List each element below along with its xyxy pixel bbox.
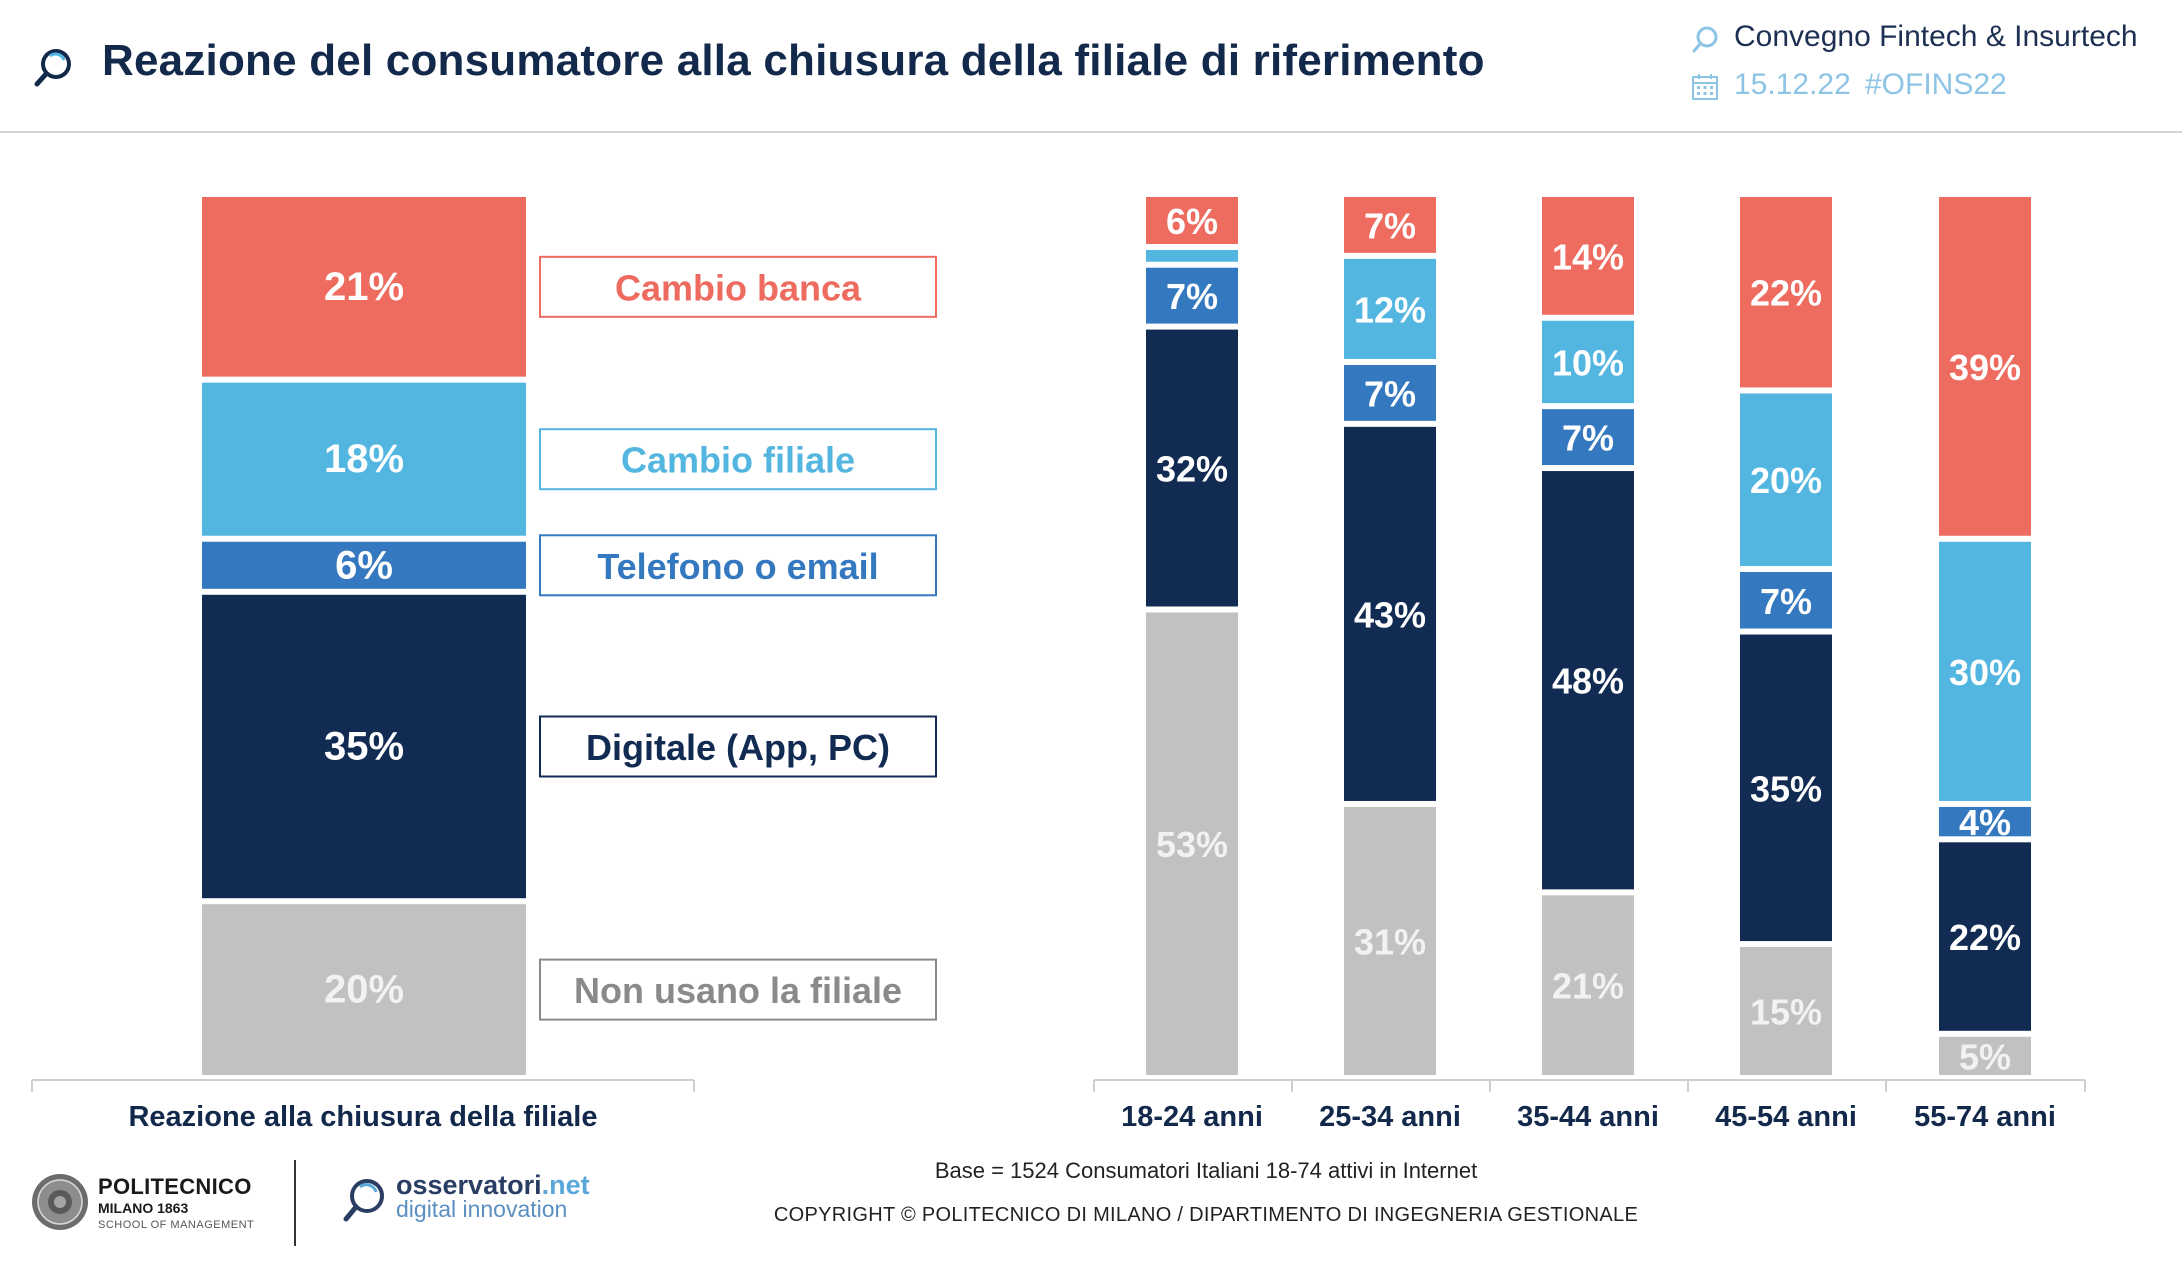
bar-55-74-anni-digitale-app-pc bbox=[1939, 842, 2031, 1031]
bar-45-54-anni-digitale-app-pc bbox=[1740, 634, 1832, 942]
bar-18-24-anni-digitale-app-pc bbox=[1146, 329, 1238, 607]
label-55-74-anni-telefono-o-email: 4% bbox=[1959, 802, 2011, 843]
label-55-74-anni-cambio-banca: 39% bbox=[1949, 347, 2021, 388]
bar-55-74-anni-non-usano-la-filiale bbox=[1939, 1036, 2031, 1075]
bar-18-24-anni-non-usano-la-filiale bbox=[1146, 612, 1238, 1075]
event-date: 15.12.22 bbox=[1734, 68, 1851, 101]
event-hashtag: #OFINS22 bbox=[1865, 68, 2007, 101]
label-25-34-anni-telefono-o-email: 7% bbox=[1364, 373, 1416, 414]
label-35-44-anni-cambio-filiale: 10% bbox=[1552, 342, 1624, 383]
osservatori-name-net: .net bbox=[541, 1170, 590, 1200]
osservatori-name-main: osservatori bbox=[396, 1170, 542, 1200]
bar-45-54-anni-cambio-filiale bbox=[1740, 393, 1832, 567]
label-55-74-anni-digitale-app-pc: 22% bbox=[1949, 917, 2021, 958]
footer-divider bbox=[294, 1160, 296, 1246]
bar-overall-cambio-filiale bbox=[202, 382, 526, 536]
bar-25-34-anni-non-usano-la-filiale bbox=[1344, 806, 1436, 1075]
label-overall-non-usano-la-filiale: 20% bbox=[324, 968, 404, 1012]
bar-overall-non-usano-la-filiale bbox=[202, 904, 526, 1075]
xtick-45-54-anni: 45-54 anni bbox=[1715, 1101, 1857, 1133]
label-35-44-anni-telefono-o-email: 7% bbox=[1562, 418, 1614, 459]
bar-35-44-anni-telefono-o-email bbox=[1542, 409, 1634, 466]
label-45-54-anni-non-usano-la-filiale: 15% bbox=[1750, 992, 1822, 1033]
event-name: Convegno Fintech & Insurtech bbox=[1734, 20, 2138, 53]
bar-25-34-anni-cambio-banca bbox=[1344, 197, 1436, 253]
osservatori-name: osservatori.net bbox=[396, 1170, 590, 1201]
bar-25-34-anni-cambio-filiale bbox=[1344, 258, 1436, 359]
label-25-34-anni-digitale-app-pc: 43% bbox=[1354, 594, 1426, 635]
legend-box-cambio-filiale bbox=[539, 428, 937, 491]
label-25-34-anni-cambio-banca: 7% bbox=[1364, 205, 1416, 246]
bar-55-74-anni-telefono-o-email bbox=[1939, 806, 2031, 837]
xlabel-overall: Reazione alla chiusura della filiale bbox=[128, 1101, 597, 1133]
bar-overall-digitale-app-pc bbox=[202, 594, 526, 899]
label-45-54-anni-cambio-banca: 22% bbox=[1750, 273, 1822, 314]
bar-18-24-anni-cambio-filiale bbox=[1146, 250, 1238, 262]
bar-overall-telefono-o-email bbox=[202, 541, 526, 589]
label-overall-digitale-app-pc: 35% bbox=[324, 725, 404, 769]
legend-box-digitale-app-pc bbox=[539, 715, 937, 778]
xtick-18-24-anni: 18-24 anni bbox=[1121, 1101, 1263, 1133]
label-overall-cambio-filiale: 18% bbox=[324, 437, 404, 481]
politecnico-name: POLITECNICO bbox=[98, 1174, 252, 1199]
bar-35-44-anni-digitale-app-pc bbox=[1542, 471, 1634, 890]
calendar-icon bbox=[1692, 74, 1718, 100]
label-45-54-anni-digitale-app-pc: 35% bbox=[1750, 768, 1822, 809]
osservatori-subtitle: digital innovation bbox=[396, 1196, 568, 1222]
label-25-34-anni-cambio-filiale: 12% bbox=[1354, 289, 1426, 330]
legend-label-digitale-app-pc: Digitale (App, PC) bbox=[586, 727, 890, 768]
bar-45-54-anni-cambio-banca bbox=[1740, 197, 1832, 388]
footer-base-note: Base = 1524 Consumatori Italiani 18-74 a… bbox=[934, 1158, 1478, 1183]
magnifier-small-icon bbox=[1692, 26, 1718, 53]
bar-45-54-anni-telefono-o-email bbox=[1740, 572, 1832, 629]
bar-18-24-anni-cambio-banca bbox=[1146, 197, 1238, 245]
bar-55-74-anni-cambio-banca bbox=[1939, 197, 2031, 536]
bar-35-44-anni-cambio-banca bbox=[1542, 197, 1634, 315]
legend-label-cambio-banca: Cambio banca bbox=[615, 267, 862, 308]
politecnico-seal-icon bbox=[32, 1174, 88, 1230]
label-55-74-anni-non-usano-la-filiale: 5% bbox=[1959, 1036, 2011, 1077]
legend-box-non-usano-la-filiale bbox=[539, 958, 937, 1021]
legend-label-non-usano-la-filiale: Non usano la filiale bbox=[574, 970, 902, 1011]
label-18-24-anni-non-usano-la-filiale: 53% bbox=[1156, 824, 1228, 865]
footer-copyright: COPYRIGHT © POLITECNICO DI MILANO / DIPA… bbox=[773, 1204, 1639, 1226]
bar-45-54-anni-non-usano-la-filiale bbox=[1740, 947, 1832, 1075]
bar-18-24-anni-telefono-o-email bbox=[1146, 267, 1238, 324]
legend-box-telefono-o-email bbox=[539, 534, 937, 597]
label-25-34-anni-non-usano-la-filiale: 31% bbox=[1354, 921, 1426, 962]
legend-box-cambio-banca bbox=[539, 255, 937, 318]
label-overall-telefono-o-email: 6% bbox=[335, 543, 393, 587]
osservatori-logo-icon bbox=[343, 1179, 384, 1222]
label-35-44-anni-cambio-banca: 14% bbox=[1552, 236, 1624, 277]
header-divider bbox=[0, 131, 2182, 133]
xtick-55-74-anni: 55-74 anni bbox=[1914, 1101, 2056, 1133]
label-55-74-anni-cambio-filiale: 30% bbox=[1949, 652, 2021, 693]
xtick-35-44-anni: 35-44 anni bbox=[1517, 1101, 1659, 1133]
xtick-25-34-anni: 25-34 anni bbox=[1319, 1101, 1461, 1133]
legend-label-telefono-o-email: Telefono o email bbox=[597, 546, 878, 587]
page-title: Reazione del consumatore alla chiusura d… bbox=[102, 36, 1485, 85]
label-45-54-anni-telefono-o-email: 7% bbox=[1760, 581, 1812, 622]
label-35-44-anni-digitale-app-pc: 48% bbox=[1552, 661, 1624, 702]
politecnico-city: MILANO 1863 bbox=[98, 1200, 189, 1216]
label-overall-cambio-banca: 21% bbox=[324, 265, 404, 309]
politecnico-school: SCHOOL OF MANAGEMENT bbox=[98, 1219, 255, 1231]
bar-35-44-anni-cambio-filiale bbox=[1542, 320, 1634, 404]
label-35-44-anni-non-usano-la-filiale: 21% bbox=[1552, 966, 1624, 1007]
label-18-24-anni-cambio-banca: 6% bbox=[1166, 201, 1218, 242]
label-18-24-anni-telefono-o-email: 7% bbox=[1166, 276, 1218, 317]
bar-overall-cambio-banca bbox=[202, 197, 526, 377]
magnifier-logo-icon bbox=[34, 49, 71, 87]
bar-25-34-anni-telefono-o-email bbox=[1344, 364, 1436, 421]
legend-label-cambio-filiale: Cambio filiale bbox=[621, 440, 855, 481]
bar-35-44-anni-non-usano-la-filiale bbox=[1542, 895, 1634, 1075]
label-18-24-anni-digitale-app-pc: 32% bbox=[1156, 449, 1228, 490]
bar-55-74-anni-cambio-filiale bbox=[1939, 541, 2031, 801]
label-45-54-anni-cambio-filiale: 20% bbox=[1750, 460, 1822, 501]
bar-25-34-anni-digitale-app-pc bbox=[1344, 426, 1436, 801]
